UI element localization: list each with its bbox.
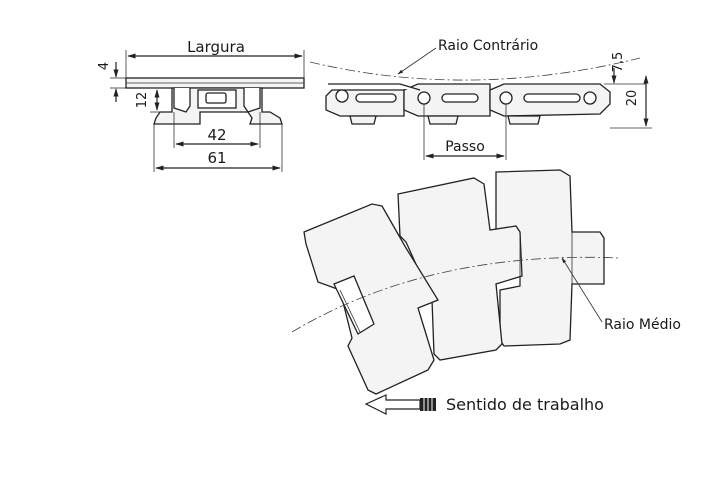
reverse-radius-label: Raio Contrário bbox=[438, 38, 538, 54]
pin-slot bbox=[205, 92, 227, 104]
pin-3 bbox=[499, 91, 513, 105]
dim-7-5-label: 7,5 bbox=[611, 52, 626, 73]
working-direction: Sentido de trabalho bbox=[364, 394, 604, 415]
dim-61: 61 bbox=[153, 124, 283, 172]
left-hook bbox=[173, 88, 191, 113]
top-view bbox=[303, 169, 605, 395]
height-dimension: 12 bbox=[135, 87, 172, 113]
direction-arrow-icon bbox=[364, 394, 421, 415]
link-top-edge bbox=[328, 83, 421, 91]
dim-61-label: 61 bbox=[207, 149, 226, 167]
mean-radius: Raio Médio bbox=[291, 256, 681, 333]
reverse-radius-arc bbox=[309, 57, 641, 81]
dim-7-5: 7,5 bbox=[604, 52, 646, 85]
mean-radius-arc bbox=[291, 256, 621, 333]
width-label: Largura bbox=[187, 38, 245, 56]
pin-4 bbox=[583, 91, 597, 105]
side-view bbox=[325, 83, 611, 125]
right-hook bbox=[243, 88, 261, 113]
front-view bbox=[125, 77, 305, 125]
pin-2 bbox=[417, 91, 431, 105]
reverse-radius: Raio Contrário bbox=[309, 38, 641, 81]
mean-radius-label: Raio Médio bbox=[604, 317, 681, 333]
dim-20-label: 20 bbox=[625, 90, 640, 107]
dim-42: 42 bbox=[173, 112, 261, 148]
pin-1 bbox=[335, 89, 349, 103]
top-link-1 bbox=[303, 203, 439, 395]
width-dimension: Largura bbox=[125, 38, 305, 78]
working-direction-label: Sentido de trabalho bbox=[446, 395, 604, 414]
dim-42-label: 42 bbox=[207, 126, 226, 144]
pitch-label: Passo bbox=[445, 139, 485, 155]
height-label: 12 bbox=[135, 92, 150, 109]
pitch-dimension: Passo bbox=[423, 104, 507, 160]
thickness-label: 4 bbox=[97, 62, 112, 70]
thickness-dimension: 4 bbox=[97, 62, 126, 102]
dim-20: 20 bbox=[610, 75, 652, 129]
